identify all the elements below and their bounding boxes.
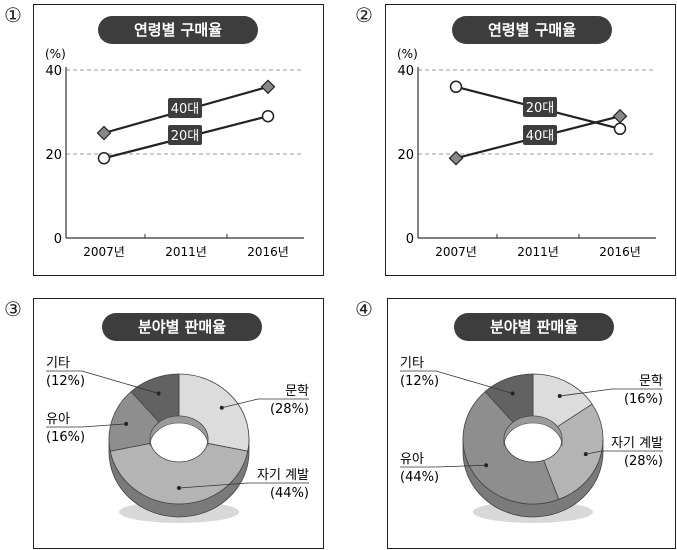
panel-number-3: ③: [4, 297, 22, 321]
leader-dot: [219, 405, 224, 410]
x-tick-label: 2011년: [517, 245, 559, 259]
panel-2: 연령별 구매율 (%) 0 20 40 2007년 2011년 2016년 20대 40대: [385, 4, 676, 276]
data-point-circle: [613, 122, 627, 136]
leader-dot: [124, 421, 129, 426]
y-tick-label: 0: [54, 232, 62, 247]
x-tick-label: 2007년: [83, 245, 125, 259]
leader-line: [400, 370, 513, 394]
slice-label: 자기 계발: [611, 436, 663, 451]
slice-label: 유아: [46, 412, 70, 427]
leader-line: [585, 450, 663, 455]
donut-chart-4: 문학 (16%) 자기 계발 (28%) 유아 (44%) 기타 (12%): [400, 356, 663, 523]
slice-percent: (16%): [46, 430, 85, 445]
panel-number-2: ②: [355, 3, 373, 27]
panel-1: 연령별 구매율 (%) 0 20 40 2007년 2011년 2016년 40대 20대: [33, 4, 324, 276]
slice-percent: (12%): [400, 374, 439, 389]
series-label-box: [168, 98, 202, 118]
slice-label: 자기 계발: [257, 468, 309, 483]
y-axis-unit: (%): [397, 47, 418, 61]
slice-label: 문학: [285, 384, 309, 399]
leader-line: [400, 464, 487, 468]
data-point-diamond: [612, 108, 628, 124]
leader-line: [46, 370, 159, 394]
slice-percent: (44%): [400, 470, 439, 485]
series-label: 40대: [526, 129, 555, 144]
y-tick-label: 40: [45, 64, 62, 79]
x-tick-label: 2016년: [599, 245, 641, 259]
leader-line: [178, 482, 309, 489]
data-point-diamond: [260, 79, 276, 95]
series-label-box: [523, 97, 557, 117]
y-axis-unit: (%): [45, 47, 66, 61]
leader-dot: [156, 391, 161, 396]
chart-title: 연령별 구매율: [98, 16, 258, 44]
panel-number-1: ①: [4, 3, 22, 27]
chart-title: 분야별 판매율: [454, 313, 614, 341]
slice-label: 유아: [400, 452, 424, 467]
slice-percent: (16%): [624, 392, 663, 407]
donut-chart-3: 문학 (28%) 자기 계발 (44%) 유아 (16%) 기타 (12%): [46, 356, 309, 523]
donut-slice: [462, 391, 560, 505]
panel-4: 분야별 판매율 문학 (16%) 자기 계발 (28%) 유아 (44%) 기타 (12%): [387, 298, 676, 549]
y-tick-label: 0: [406, 232, 414, 247]
leader-line: [46, 423, 127, 428]
line-chart-1: (%) 0 20 40 2007년 2011년 2016년 40대 20대: [45, 47, 304, 259]
x-tick-label: 2016년: [247, 245, 289, 259]
data-point-circle: [97, 151, 111, 165]
donut-hole-wall: [503, 415, 563, 447]
donut-slice: [109, 442, 249, 505]
slice-percent: (12%): [46, 374, 85, 389]
data-point-circle: [261, 109, 275, 123]
donut-slice: [178, 373, 250, 452]
x-tick-label: 2011년: [165, 245, 207, 259]
series-label: 20대: [526, 101, 555, 116]
leader-dot: [484, 463, 489, 468]
series-label: 40대: [171, 102, 200, 117]
data-point-diamond: [448, 150, 464, 166]
series-label-box: [168, 125, 202, 145]
slice-label: 기타: [400, 356, 424, 371]
chart-title: 연령별 구매율: [452, 16, 612, 44]
slice-percent: (28%): [624, 454, 663, 469]
leader-line: [559, 388, 663, 397]
y-tick-label: 40: [397, 64, 414, 79]
leader-dot: [510, 391, 515, 396]
y-tick-label: 20: [397, 148, 414, 163]
line-chart-2: (%) 0 20 40 2007년 2011년 2016년 20대 40대: [397, 47, 656, 259]
slice-label: 기타: [46, 356, 70, 371]
data-point-diamond: [96, 125, 112, 141]
slice-percent: (44%): [270, 486, 309, 501]
x-tick-label: 2007년: [435, 245, 477, 259]
series-label-box: [523, 125, 557, 145]
slice-label: 문학: [639, 374, 663, 389]
panel-3: 분야별 판매율 문학 (28%) 자기 계발 (44%) 유아 (16%) 기타 (12%): [33, 298, 324, 549]
donut-hole-wall: [149, 415, 209, 447]
leader-dot: [557, 394, 562, 399]
data-point-circle: [449, 80, 463, 94]
leader-dot: [583, 452, 588, 457]
chart-title: 분야별 판매율: [102, 313, 262, 341]
leader-line: [221, 398, 309, 409]
panel-number-4: ④: [355, 297, 373, 321]
y-tick-label: 20: [45, 148, 62, 163]
slice-percent: (28%): [270, 402, 309, 417]
series-label: 20대: [171, 129, 200, 144]
